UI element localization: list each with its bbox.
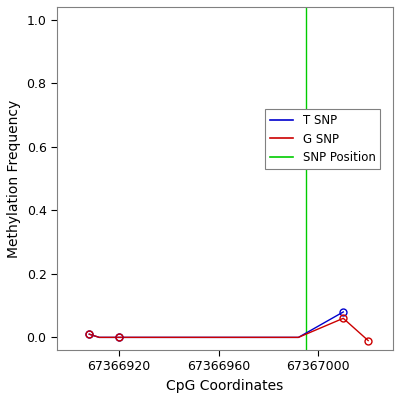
X-axis label: CpG Coordinates: CpG Coordinates <box>166 379 284 393</box>
Legend: T SNP, G SNP, SNP Position: T SNP, G SNP, SNP Position <box>265 109 380 169</box>
Y-axis label: Methylation Frequency: Methylation Frequency <box>7 99 21 258</box>
